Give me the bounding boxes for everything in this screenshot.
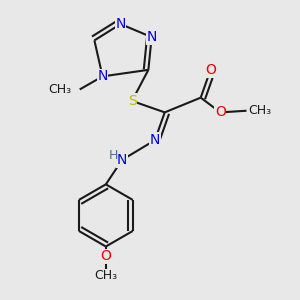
Text: N: N: [146, 30, 157, 44]
Text: O: O: [215, 105, 226, 119]
Text: N: N: [98, 69, 108, 83]
Text: O: O: [205, 63, 216, 77]
Text: N: N: [116, 17, 126, 31]
Text: O: O: [100, 249, 111, 263]
Text: S: S: [128, 94, 136, 108]
Text: H: H: [108, 149, 118, 162]
Text: N: N: [117, 153, 128, 167]
Text: CH₃: CH₃: [94, 269, 117, 283]
Text: CH₃: CH₃: [248, 104, 271, 117]
Text: CH₃: CH₃: [48, 83, 71, 96]
Text: N: N: [150, 133, 160, 147]
